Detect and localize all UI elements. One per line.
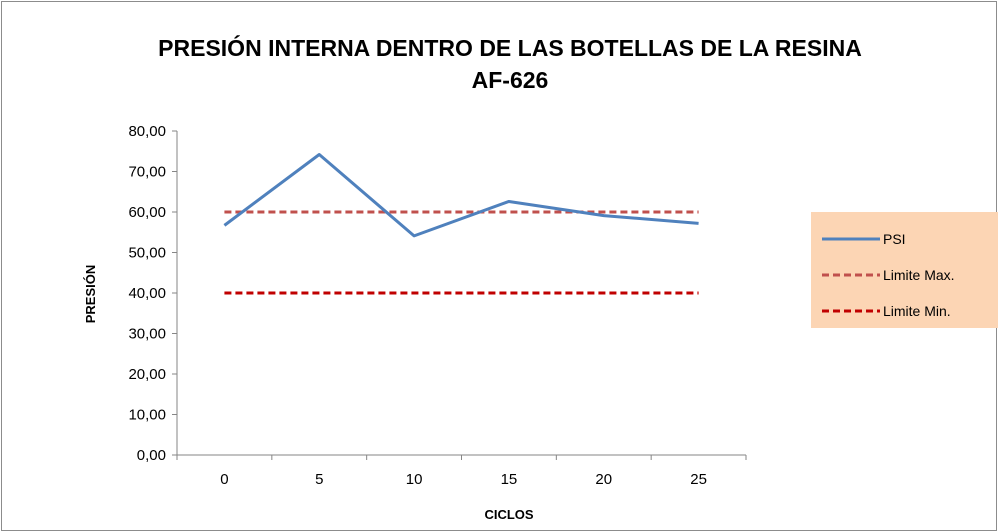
legend-label: Limite Max. bbox=[883, 267, 955, 283]
y-axis-ticks: 0,00 10,00 20,00 30,00 40,00 50,00 60,00 70,00 8… bbox=[128, 123, 177, 464]
y-tick-label: 30,00 bbox=[128, 326, 166, 343]
y-tick-label: 0,00 bbox=[137, 447, 166, 464]
chart-title: PRESIÓN INTERNA DENTRO DE LAS BOTELLAS D… bbox=[158, 34, 862, 61]
series-layer bbox=[223, 152, 699, 295]
x-tick-label: 5 bbox=[315, 471, 323, 488]
x-tick-label: 0 bbox=[220, 471, 228, 488]
x-axis-title: CICLOS bbox=[484, 507, 533, 522]
legend-background bbox=[811, 212, 998, 328]
y-tick-label: 70,00 bbox=[128, 164, 166, 181]
y-tick-label: 40,00 bbox=[128, 285, 166, 302]
x-tick-label: 10 bbox=[406, 471, 423, 488]
y-tick-label: 10,00 bbox=[128, 407, 166, 424]
x-tick-label: 15 bbox=[501, 471, 518, 488]
y-tick-label: 80,00 bbox=[128, 123, 166, 140]
y-tick-label: 60,00 bbox=[128, 204, 166, 221]
series-line-psi bbox=[223, 152, 699, 238]
y-tick-label: 20,00 bbox=[128, 366, 166, 383]
y-tick-label: 50,00 bbox=[128, 245, 166, 262]
legend-label: PSI bbox=[883, 231, 906, 247]
x-axis-ticks: 0 5 10 15 20 25 bbox=[176, 455, 747, 488]
x-tick-label: 20 bbox=[595, 471, 612, 488]
y-axis-title: PRESIÓN bbox=[83, 265, 98, 324]
chart-subtitle: AF-626 bbox=[472, 67, 549, 93]
x-tick-label: 25 bbox=[690, 471, 707, 488]
legend-label: Limite Min. bbox=[883, 303, 951, 319]
legend: PSI Limite Max. Limite Min. bbox=[811, 212, 998, 328]
